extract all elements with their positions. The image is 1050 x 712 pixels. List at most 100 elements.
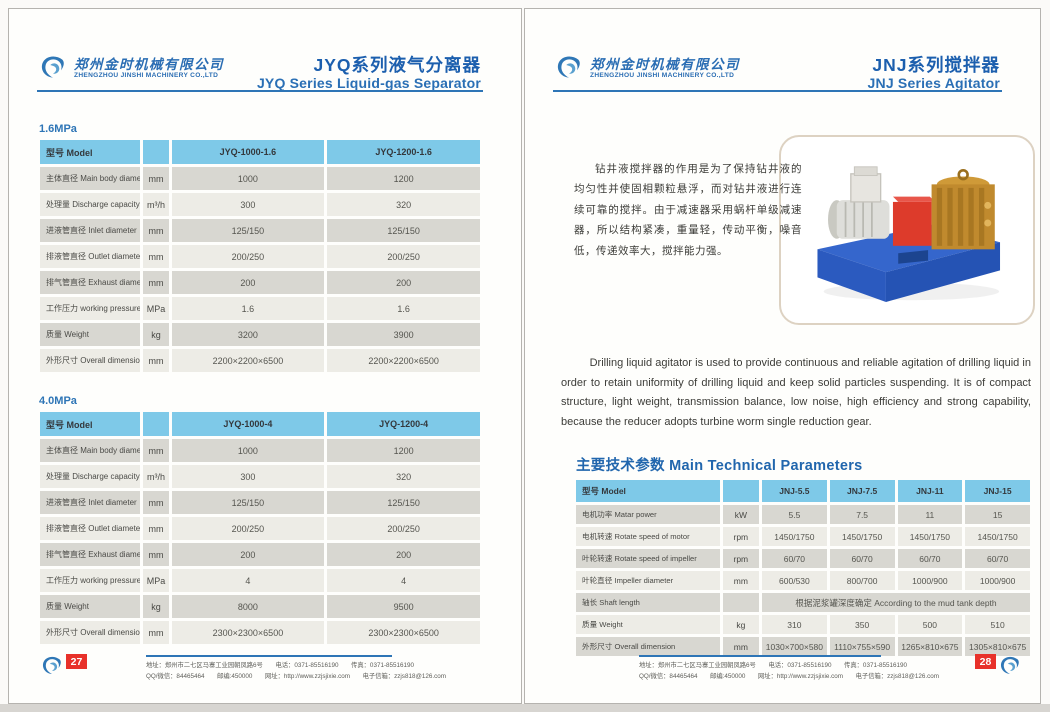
row-label: 质量 Weight (40, 595, 141, 618)
page-number-badge: 28 (975, 654, 1023, 680)
col-header: JYQ-1000-1.6 (171, 140, 325, 164)
row-unit: mm (722, 637, 760, 656)
row-value: 200 (171, 271, 325, 294)
row-value: 1265×810×675 (897, 637, 963, 656)
row-value: 1450/1750 (965, 527, 1030, 546)
page-number: 27 (66, 654, 87, 669)
company-logo-icon (41, 56, 64, 78)
page-number-badge: 27 (39, 654, 87, 680)
table-row: 外形尺寸 Overall dimension mm 2200×2200×6500 22… (40, 349, 480, 372)
row-value: 200 (327, 543, 480, 566)
row-unit: mm (143, 491, 169, 514)
row-value: 8000 (171, 595, 325, 618)
table-row: 主体直径 Main body diameter mm 1000 1200 (40, 167, 480, 190)
row-label: 叶轮转速 Rotate speed of impeller (576, 549, 720, 568)
row-unit: rpm (722, 527, 760, 546)
table-row: 叶轮转速 Rotate speed of impeller rpm 60/70 60/… (576, 549, 1030, 568)
table-header-row: 型号 Model JNJ-5.5 JNJ-7.5 JNJ-11 JNJ-15 (576, 480, 1030, 502)
row-value: 1110×755×590 (829, 637, 895, 656)
spec-table-16mpa: 型号 Model JYQ-1000-1.6 JYQ-1200-1.6 主体直径 Mai… (37, 137, 483, 375)
col-header: JNJ-15 (965, 480, 1030, 502)
company-name-en: ZHENGZHOU JINSHI MACHINERY CO.,LTD (74, 71, 219, 79)
spec-table-40mpa: 型号 Model JYQ-1000-4 JYQ-1200-4 主体直径 Main bo… (37, 409, 483, 647)
row-label: 外形尺寸 Overall dimension (40, 621, 141, 644)
row-label: 电机转速 Rotate speed of motor (576, 527, 720, 546)
row-value: 11 (897, 505, 963, 524)
row-value: 125/150 (327, 491, 480, 514)
row-unit: MPa (143, 297, 169, 320)
row-label: 质量 Weight (40, 323, 141, 346)
section-label-40mpa: 4.0MPa (39, 395, 77, 407)
params-heading: 主要技术参数 Main Technical Parameters (576, 458, 863, 474)
product-photo-frame (779, 135, 1035, 325)
row-value: 125/150 (327, 219, 480, 242)
page-title: JYQ系列液气分离器 JYQ Series Liquid-gas Separat… (257, 55, 481, 91)
table-row: 进液管直径 Inlet diameter mm 125/150 125/150 (40, 491, 480, 514)
row-label: 外形尺寸 Overall dimension (40, 349, 141, 372)
table-row: 排液管直径 Outlet diameter mm 200/250 200/250 (40, 245, 480, 268)
header-rule (37, 90, 483, 92)
table-row: 工作压力 working pressure MPa 4 4 (40, 569, 480, 592)
table-row: 主体直径 Main body diameter mm 1000 1200 (40, 439, 480, 462)
row-value: 1305×810×675 (965, 637, 1030, 656)
row-value: 1.6 (327, 297, 480, 320)
row-label: 处理量 Discharge capacity (40, 193, 141, 216)
page-title-en: JNJ Series Agitator (867, 75, 1000, 92)
company-name-cn: 郑州金时机械有限公司 (590, 57, 740, 74)
row-value: 320 (327, 193, 480, 216)
row-value: 300 (171, 193, 325, 216)
row-value: 125/150 (171, 219, 325, 242)
row-value: 200 (327, 271, 480, 294)
row-value: 1200 (327, 439, 480, 462)
row-label: 进液管直径 Inlet diameter (40, 219, 141, 242)
table-row: 质量 Weight kg 310 350 500 510 (576, 615, 1030, 634)
row-unit: MPa (143, 569, 169, 592)
table-row: 处理量 Discharge capacity m³/h 300 320 (40, 465, 480, 488)
row-unit: mm (143, 543, 169, 566)
row-label: 电机功率 Matar power (576, 505, 720, 524)
row-unit: rpm (722, 549, 760, 568)
row-unit: mm (143, 271, 169, 294)
company-logo: 郑州金时机械有限公司 ZHENGZHOU JINSHI MACHINERY CO… (553, 53, 740, 85)
row-value: 15 (965, 505, 1030, 524)
row-label: 排气管直径 Exhaust diameter (40, 271, 141, 294)
row-label: 质量 Weight (576, 615, 720, 634)
table-row: 排液管直径 Outlet diameter mm 200/250 200/250 (40, 517, 480, 540)
company-logo-icon (557, 56, 580, 78)
row-span-value: 根据泥浆罐深度确定 According to the mud tank dept… (762, 593, 1030, 612)
table-row: 排气管直径 Exhaust diameter mm 200 200 (40, 543, 480, 566)
row-value: 1030×700×580 (762, 637, 827, 656)
product-photo (817, 166, 1001, 302)
row-unit: mm (143, 167, 169, 190)
table-row: 进液管直径 Inlet diameter mm 125/150 125/150 (40, 219, 480, 242)
row-unit: mm (143, 219, 169, 242)
row-value: 60/70 (762, 549, 827, 568)
table-row: 外形尺寸 Overall dimension mm 2300×2300×6500 23… (40, 621, 480, 644)
row-value: 2200×2200×6500 (327, 349, 480, 372)
row-label: 主体直径 Main body diameter (40, 439, 141, 462)
page-title-en: JYQ Series Liquid-gas Separator (256, 75, 481, 92)
page-title-cn: JYQ系列液气分离器 (313, 55, 481, 75)
row-label: 排液管直径 Outlet diameter (40, 245, 141, 268)
table-header-row: 型号 Model JYQ-1000-1.6 JYQ-1200-1.6 (40, 140, 480, 164)
col-header (143, 140, 169, 164)
row-value: 500 (897, 615, 963, 634)
row-value: 200/250 (327, 245, 480, 268)
row-unit: mm (143, 349, 169, 372)
row-value: 200/250 (171, 517, 325, 540)
row-value: 1000 (171, 439, 325, 462)
description-en: Drilling liquid agitator is used to prov… (561, 357, 1031, 428)
page-title: JNJ系列搅拌器 JNJ Series Agitator (868, 55, 1000, 91)
row-value: 200/250 (327, 517, 480, 540)
table-row: 排气管直径 Exhaust diameter mm 200 200 (40, 271, 480, 294)
footer-line2: QQ/微信：84465464 邮编:450000 网址：http://www.z… (639, 673, 939, 681)
page-bottom-strip (0, 704, 1050, 712)
row-unit: mm (143, 439, 169, 462)
row-unit: mm (143, 621, 169, 644)
row-unit: kg (143, 595, 169, 618)
row-unit (722, 593, 760, 612)
table-header-row: 型号 Model JYQ-1000-4 JYQ-1200-4 (40, 412, 480, 436)
footer-contact: 地址：郑州市二七区马寨工业园朝凤路6号 电话：0371-85516190 传真：… (146, 655, 446, 682)
table-row: 叶轮直径 Impeller diameter mm 600/530 800/700 10… (576, 571, 1030, 590)
